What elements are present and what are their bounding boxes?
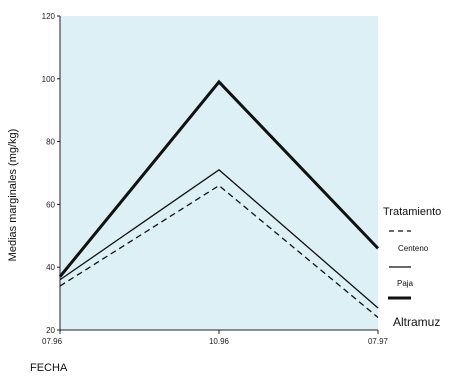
y-axis-title: Medias marginales (mg/kg) [7,129,19,262]
series-line-altramuz [58,79,380,278]
legend-label-altramuz: Altramuz [393,315,440,329]
x-axis-title: FECHA [30,362,68,374]
y-tick-label: 80 [46,138,55,147]
y-tick-label: 40 [46,263,55,272]
x-tick-label: 10.96 [209,337,230,346]
series-line-centeno [59,184,379,318]
series-line-paja [59,169,379,309]
legend-label-centeno: Centeno [398,244,429,253]
axes: 20 40 60 80 100 120 07.96 10.96 07.97 [42,12,389,346]
legend-label-paja: Paja [397,279,414,288]
plot-background [60,16,378,330]
x-tick-label: 07.97 [368,337,389,346]
legend-title: Tratamiento [383,206,441,218]
legend: Tratamiento Centeno Paja Altramuz [383,206,441,329]
y-tick-label: 20 [46,326,55,335]
y-tick-label: 60 [46,200,55,209]
series-group [58,79,380,318]
y-tick-label: 100 [42,75,56,84]
x-tick-label: 07.96 [42,337,63,346]
y-tick-label: 120 [42,12,56,21]
